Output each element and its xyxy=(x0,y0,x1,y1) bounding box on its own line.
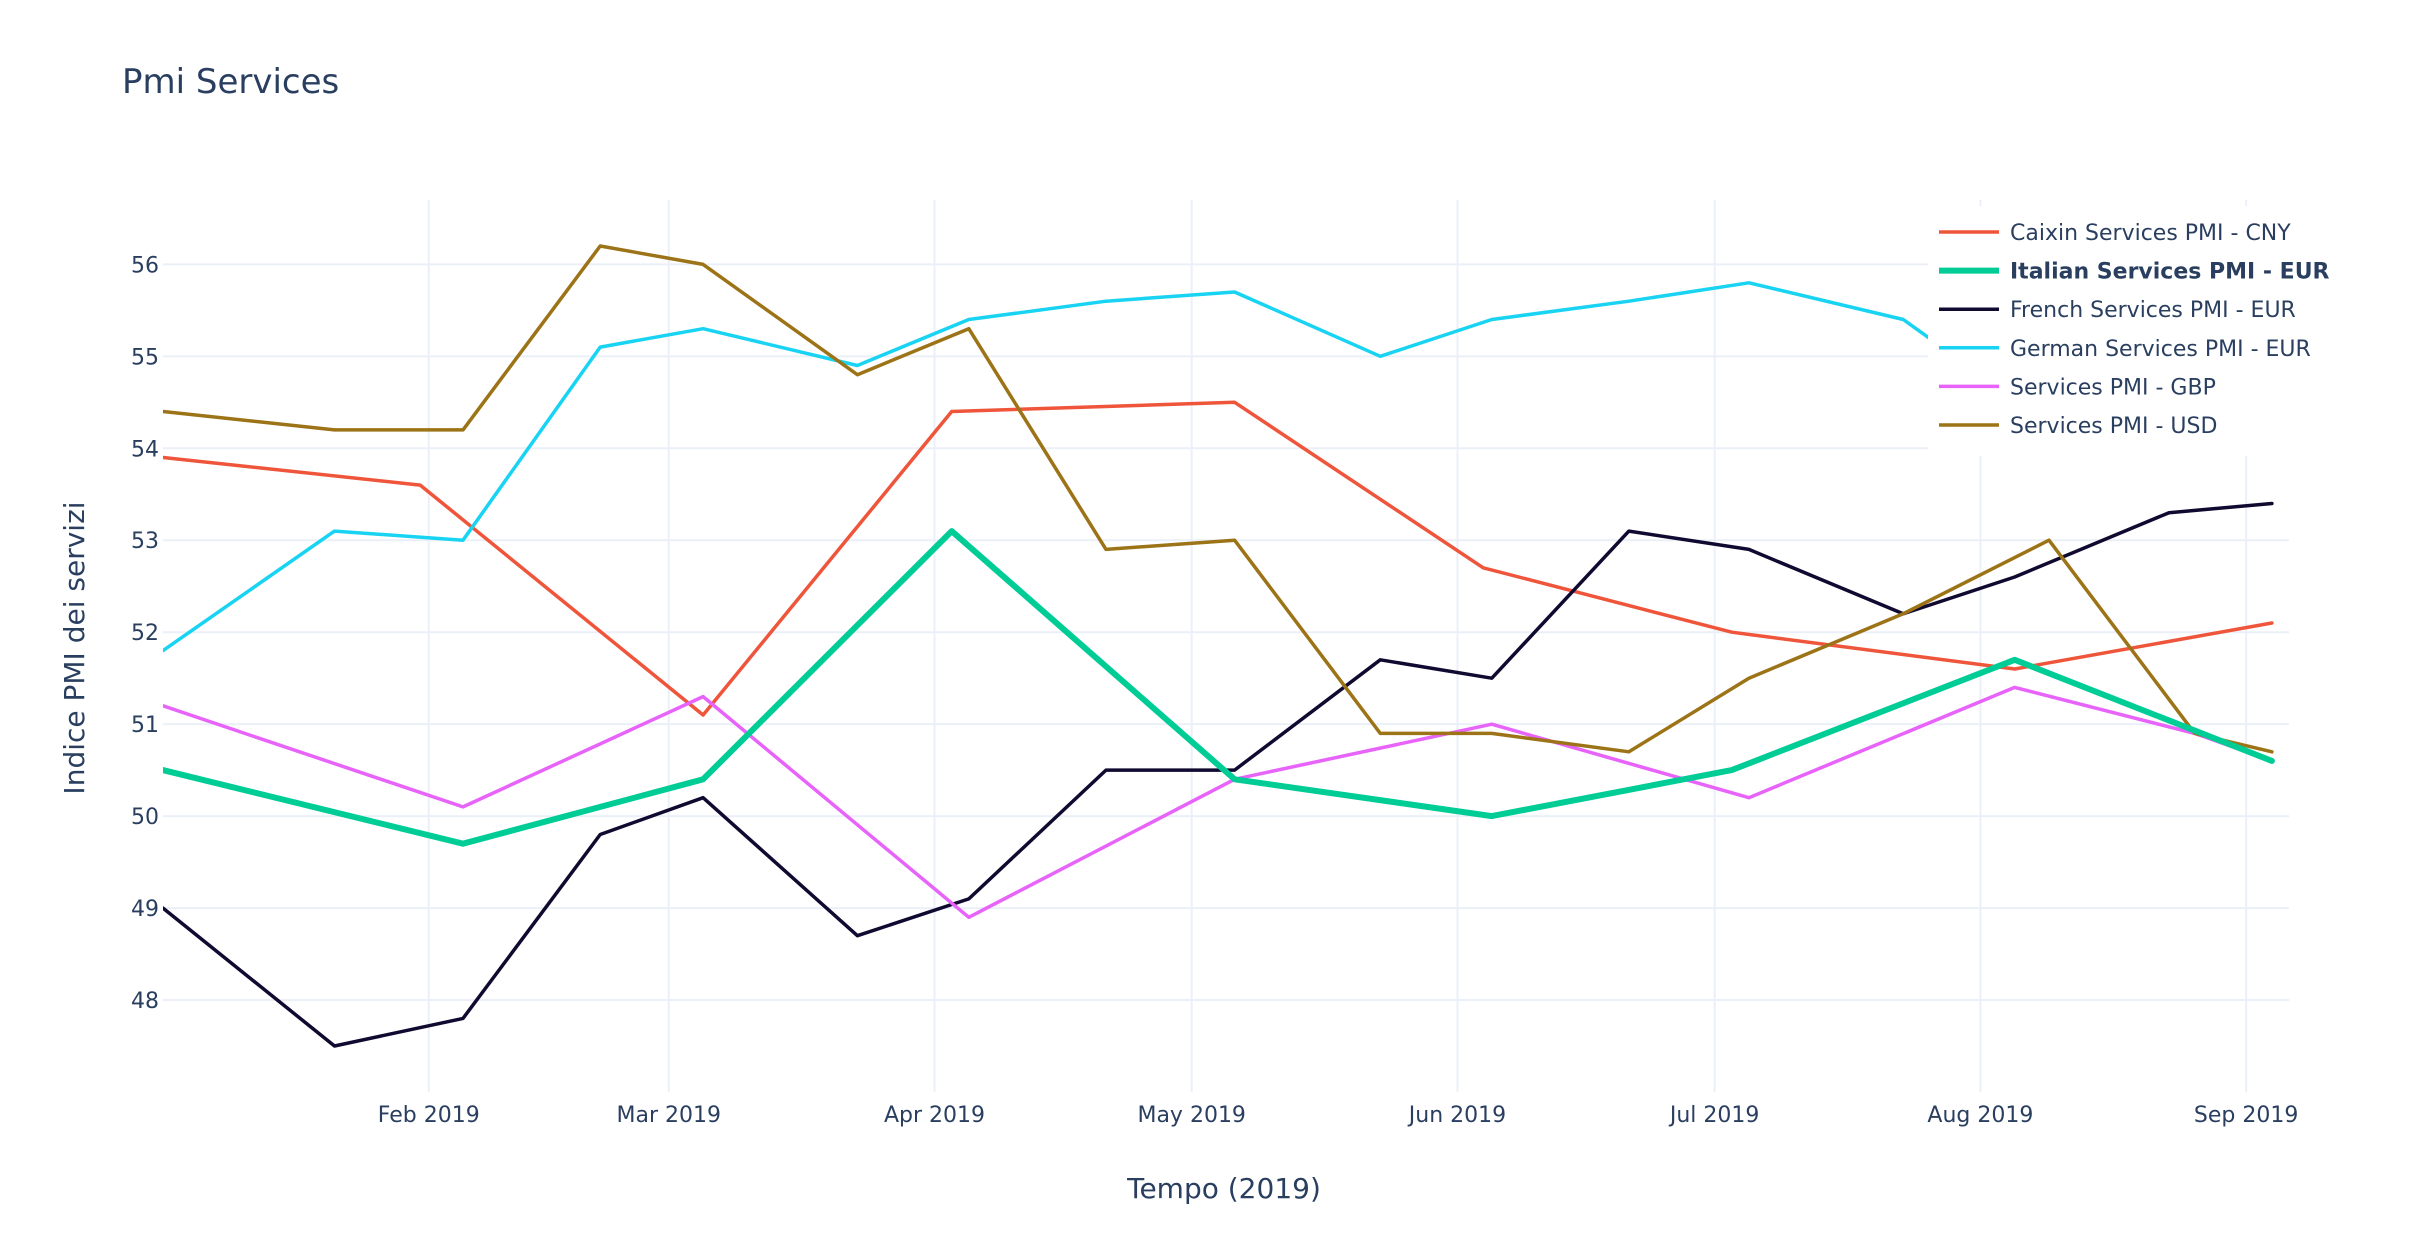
y-tick-label: 50 xyxy=(131,805,159,830)
y-tick-label: 53 xyxy=(131,529,159,554)
series-line xyxy=(163,400,2274,717)
series-line xyxy=(163,501,2274,1048)
x-tick-label: Mar 2019 xyxy=(617,1103,722,1128)
y-tick-label: 51 xyxy=(131,713,159,738)
legend-background xyxy=(1928,206,2318,456)
legend-item-label[interactable]: German Services PMI - EUR xyxy=(2010,337,2311,362)
x-tick-label: Jul 2019 xyxy=(1668,1103,1760,1128)
legend-item-label[interactable]: Caixin Services PMI - CNY xyxy=(2010,221,2291,246)
y-tick-label: 52 xyxy=(131,621,159,646)
series-line xyxy=(163,244,2274,754)
legend-item-label[interactable]: Services PMI - USD xyxy=(2010,414,2217,439)
series-line xyxy=(163,281,1931,653)
x-tick-label: May 2019 xyxy=(1137,1103,1245,1128)
chart-title: Pmi Services xyxy=(122,62,340,102)
y-tick-label: 55 xyxy=(131,345,159,370)
x-tick-label: Sep 2019 xyxy=(2194,1103,2298,1128)
y-tick-label: 48 xyxy=(131,989,159,1014)
legend-item-label[interactable]: Italian Services PMI - EUR xyxy=(2010,260,2330,285)
x-tick-label: Feb 2019 xyxy=(378,1103,480,1128)
series-line xyxy=(163,685,2274,920)
legend[interactable]: Caixin Services PMI - CNY Italian Service… xyxy=(1928,206,2330,456)
y-tick-label: 54 xyxy=(131,437,159,462)
y-tick-label: 56 xyxy=(131,253,159,278)
x-tick-label: Jun 2019 xyxy=(1407,1103,1506,1128)
series-lines xyxy=(163,244,2275,1048)
legend-item-label[interactable]: French Services PMI - EUR xyxy=(2010,298,2296,323)
y-tick-label: 49 xyxy=(131,897,159,922)
series-line xyxy=(163,528,2275,847)
y-axis-title: Indice PMI dei servizi xyxy=(58,501,91,794)
x-axis-title: Tempo (2019) xyxy=(1126,1172,1321,1205)
axis-tick-labels: 48 49 50 51 52 53 54 55 56 Feb 2019 Mar 2019 Apr 20… xyxy=(131,253,2298,1128)
x-tick-label: Apr 2019 xyxy=(884,1103,985,1128)
x-tick-label: Aug 2019 xyxy=(1927,1103,2033,1128)
legend-item-label[interactable]: Services PMI - GBP xyxy=(2010,375,2216,400)
